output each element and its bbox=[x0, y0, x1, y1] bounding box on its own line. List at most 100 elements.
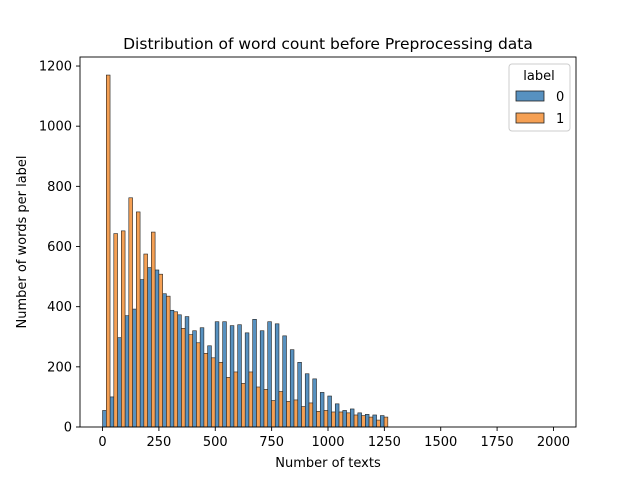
bar-label1-bin32 bbox=[346, 412, 351, 428]
bar-label1-bin15 bbox=[218, 362, 223, 428]
bar-label0-bin10 bbox=[177, 314, 182, 428]
bar-label1-bin5 bbox=[143, 253, 148, 428]
y-tick-label: 0 bbox=[64, 421, 72, 436]
legend-swatch-0 bbox=[515, 90, 545, 102]
bar-label1-bin10 bbox=[181, 328, 186, 428]
bar-label0-bin26 bbox=[297, 362, 302, 428]
bar-label0-bin0 bbox=[102, 410, 107, 428]
bar-label1-bin28 bbox=[316, 411, 321, 428]
y-axis-title: Number of words per label bbox=[15, 155, 30, 328]
bar-label1-bin21 bbox=[263, 389, 269, 428]
x-axis-title: Number of texts bbox=[275, 456, 381, 471]
bar-label1-bin25 bbox=[293, 399, 299, 428]
y-tick-label: 800 bbox=[47, 180, 72, 195]
bar-label0-bin31 bbox=[334, 403, 340, 428]
legend-label-0: 0 bbox=[556, 90, 564, 105]
bar-label1-bin11 bbox=[188, 334, 193, 428]
bar-label0-bin18 bbox=[237, 324, 242, 428]
bar-label0-bin21 bbox=[259, 330, 265, 428]
x-tick-label: 2000 bbox=[537, 435, 570, 450]
y-tick-label: 400 bbox=[47, 300, 72, 315]
bar-label0-bin32 bbox=[342, 410, 347, 428]
bar-label1-bin14 bbox=[211, 357, 216, 428]
bar-label1-bin3 bbox=[128, 197, 133, 428]
bar-label1-bin23 bbox=[278, 391, 284, 428]
x-tick-label: 1500 bbox=[424, 435, 457, 450]
x-tick-label: 250 bbox=[146, 435, 171, 450]
bar-label1-bin22 bbox=[271, 400, 276, 428]
bar-label0-bin1 bbox=[109, 396, 115, 428]
bar-label0-bin24 bbox=[282, 335, 287, 428]
bar-label0-bin5 bbox=[139, 279, 145, 428]
x-tick-label: 750 bbox=[259, 435, 284, 450]
bar-label0-bin28 bbox=[312, 378, 317, 428]
bar-label0-bin9 bbox=[169, 309, 175, 428]
bar-label0-bin30 bbox=[327, 395, 332, 428]
bar-label0-bin4 bbox=[132, 308, 137, 428]
bar-label0-bin6 bbox=[147, 267, 152, 428]
bar-label1-bin27 bbox=[308, 402, 314, 428]
bar-label1-bin19 bbox=[248, 371, 253, 428]
bar-label1-bin2 bbox=[121, 230, 126, 428]
bar-label1-bin30 bbox=[331, 411, 336, 428]
bar-label1-bin29 bbox=[323, 410, 329, 428]
x-axis-ticks: 0 250 500 750 1000 1250 1500 1750 2000 bbox=[98, 427, 570, 450]
y-axis-ticks: 0 200 400 600 800 1000 1200 bbox=[39, 60, 80, 436]
bar-label1-bin36 bbox=[376, 419, 381, 428]
bar-label1-bin4 bbox=[136, 211, 141, 428]
bar-label1-bin33 bbox=[353, 414, 359, 428]
bar-label1-bin13 bbox=[203, 352, 208, 428]
bar-label1-bin7 bbox=[158, 273, 163, 428]
bar-label0-bin14 bbox=[207, 345, 212, 428]
bar-label0-bin17 bbox=[229, 325, 235, 428]
bar-label0-bin29 bbox=[319, 392, 325, 428]
bar-label0-bin3 bbox=[124, 315, 130, 428]
x-tick-label: 500 bbox=[203, 435, 228, 450]
y-tick-label: 200 bbox=[47, 360, 72, 375]
bar-label1-bin12 bbox=[196, 342, 201, 428]
x-tick-label: 1250 bbox=[368, 435, 401, 450]
bar-label1-bin24 bbox=[286, 401, 291, 428]
bar-label1-bin17 bbox=[233, 371, 238, 428]
bar-label1-bin1 bbox=[113, 233, 118, 428]
legend-label-1: 1 bbox=[556, 112, 564, 127]
bar-label0-bin22 bbox=[267, 321, 272, 428]
bar-label0-bin8 bbox=[162, 293, 167, 428]
legend-title: label bbox=[523, 69, 554, 84]
bar-label1-bin9 bbox=[173, 311, 178, 428]
bar-label1-bin16 bbox=[226, 377, 231, 428]
bar-label1-bin6 bbox=[151, 231, 156, 428]
x-tick-label: 1750 bbox=[481, 435, 514, 450]
y-tick-label: 600 bbox=[47, 240, 72, 255]
bar-label0-bin35 bbox=[365, 414, 370, 428]
legend: label 0 1 bbox=[508, 63, 571, 132]
bar-label0-bin15 bbox=[214, 321, 220, 428]
bar-label0-bin37 bbox=[380, 415, 385, 428]
bar-label0-bin23 bbox=[274, 323, 280, 428]
bar-label1-bin18 bbox=[241, 383, 246, 428]
bar-label0-bin20 bbox=[252, 319, 257, 428]
bar-label1-bin31 bbox=[338, 411, 344, 428]
bar-label0-bin2 bbox=[117, 337, 122, 428]
y-tick-label: 1200 bbox=[39, 60, 72, 75]
x-tick-label: 1000 bbox=[311, 435, 344, 450]
bar-label1-bin8 bbox=[166, 295, 171, 428]
bar-label1-bin34 bbox=[361, 415, 366, 428]
bar-label0-bin34 bbox=[357, 412, 362, 428]
bar-label1-bin35 bbox=[368, 416, 374, 428]
bar-label0-bin7 bbox=[154, 269, 160, 428]
bar-label1-bin37 bbox=[383, 416, 389, 428]
bar-label0-bin16 bbox=[222, 321, 227, 428]
bar-label1-bin26 bbox=[301, 406, 306, 428]
bar-label0-bin19 bbox=[244, 332, 250, 428]
bar-label0-bin13 bbox=[199, 327, 205, 428]
bar-label0-bin27 bbox=[304, 373, 310, 428]
bar-label1-bin20 bbox=[256, 386, 261, 428]
x-tick-label: 0 bbox=[98, 435, 106, 450]
bar-label0-bin36 bbox=[372, 414, 377, 428]
bar-label0-bin11 bbox=[184, 316, 190, 428]
chart-title: Distribution of word count before Prepro… bbox=[123, 35, 533, 53]
bar-label0-bin33 bbox=[349, 408, 355, 428]
bar-label0-bin12 bbox=[192, 330, 197, 428]
